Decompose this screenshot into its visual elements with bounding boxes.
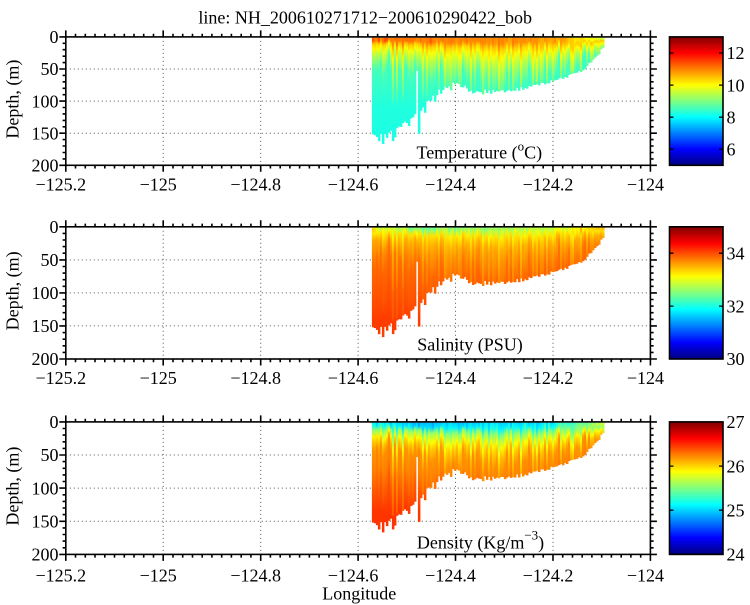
svg-text:Temperature (oC): Temperature (oC) <box>416 139 542 164</box>
svg-text:−124: −124 <box>627 368 664 388</box>
svg-text:Longitude: Longitude <box>322 584 396 604</box>
svg-text:34: 34 <box>727 243 745 263</box>
svg-text:50: 50 <box>41 250 59 270</box>
svg-text:−125.2: −125.2 <box>35 368 86 388</box>
svg-text:150: 150 <box>32 123 59 143</box>
svg-text:50: 50 <box>41 445 59 465</box>
svg-text:12: 12 <box>727 43 745 63</box>
svg-text:32: 32 <box>727 296 745 316</box>
svg-text:−125: −125 <box>140 174 177 194</box>
svg-text:−124.4: −124.4 <box>425 174 476 194</box>
svg-text:Density (Kg/m−3): Density (Kg/m−3) <box>417 527 544 553</box>
svg-text:Depth, (m): Depth, (m) <box>2 60 23 139</box>
svg-text:25: 25 <box>727 500 745 520</box>
svg-text:10: 10 <box>727 75 745 95</box>
svg-text:−125: −125 <box>140 368 177 388</box>
svg-text:100: 100 <box>32 283 59 303</box>
svg-text:200: 200 <box>32 349 59 369</box>
svg-text:−124.8: −124.8 <box>230 566 281 586</box>
svg-text:0: 0 <box>50 27 59 47</box>
svg-text:200: 200 <box>32 156 59 176</box>
svg-text:−124.6: −124.6 <box>328 566 379 586</box>
svg-text:0: 0 <box>50 217 59 237</box>
svg-text:150: 150 <box>32 512 59 532</box>
svg-text:200: 200 <box>32 545 59 565</box>
svg-text:24: 24 <box>727 545 745 565</box>
svg-text:−124.2: −124.2 <box>523 174 574 194</box>
svg-text:−124: −124 <box>627 566 664 586</box>
svg-text:−125.2: −125.2 <box>35 174 86 194</box>
svg-text:−124.4: −124.4 <box>425 368 476 388</box>
svg-text:−124.4: −124.4 <box>425 566 476 586</box>
svg-text:−125: −125 <box>140 566 177 586</box>
svg-text:−124.2: −124.2 <box>523 368 574 388</box>
svg-text:−124.8: −124.8 <box>230 174 281 194</box>
svg-text:100: 100 <box>32 91 59 111</box>
svg-text:−124.6: −124.6 <box>328 368 379 388</box>
svg-text:30: 30 <box>727 349 745 369</box>
svg-text:8: 8 <box>727 107 736 127</box>
svg-text:27: 27 <box>727 412 745 432</box>
svg-text:Depth, (m): Depth, (m) <box>2 447 23 526</box>
svg-text:−124.8: −124.8 <box>230 368 281 388</box>
svg-text:50: 50 <box>41 59 59 79</box>
svg-text:−124.2: −124.2 <box>523 566 574 586</box>
svg-text:−125.2: −125.2 <box>35 566 86 586</box>
svg-text:26: 26 <box>727 456 745 476</box>
svg-text:100: 100 <box>32 478 59 498</box>
svg-text:0: 0 <box>50 412 59 432</box>
svg-text:−124.6: −124.6 <box>328 174 379 194</box>
svg-text:−124: −124 <box>627 174 664 194</box>
svg-text:line: NH_200610271712−20061029: line: NH_200610271712−200610290422_bob <box>198 8 532 28</box>
svg-text:Depth, (m): Depth, (m) <box>2 251 23 330</box>
svg-text:Salinity (PSU): Salinity (PSU) <box>417 334 523 355</box>
svg-text:150: 150 <box>32 316 59 336</box>
svg-text:6: 6 <box>727 139 736 159</box>
